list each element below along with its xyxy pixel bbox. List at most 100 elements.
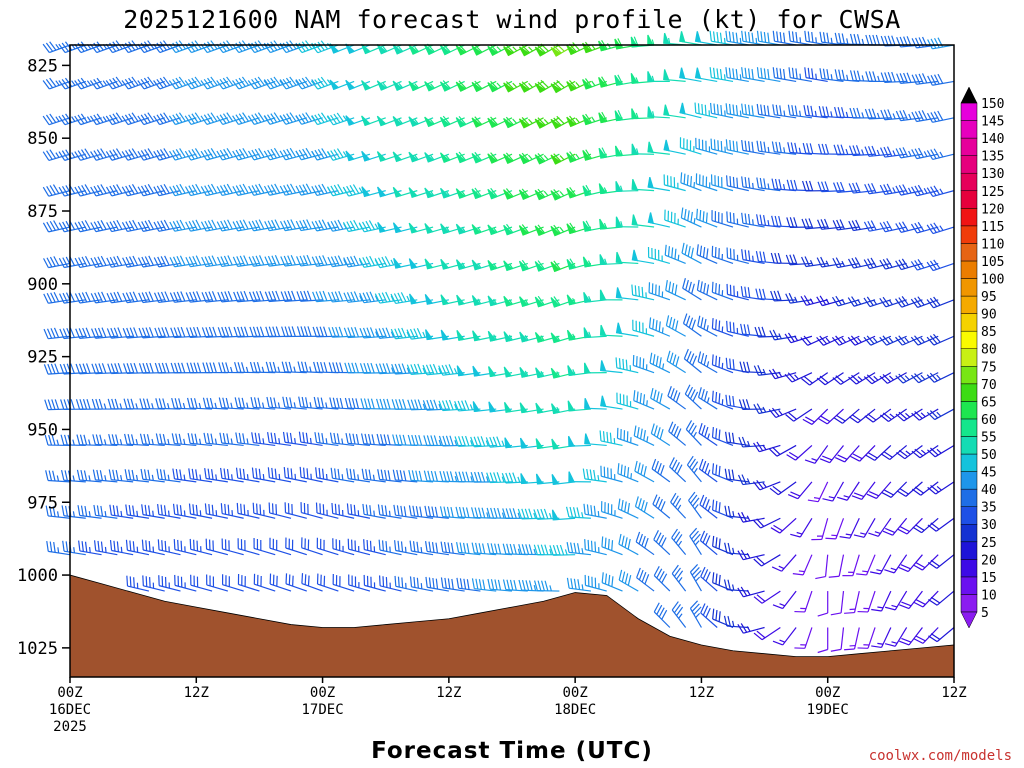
barb-full (883, 109, 889, 120)
barb-full (390, 293, 397, 304)
wind-barb-757 (787, 104, 813, 119)
wind-barb-610 (648, 317, 671, 337)
barb-full (688, 422, 695, 433)
barb-full (147, 76, 155, 86)
wind-barb-661 (697, 315, 718, 337)
barb-full (688, 317, 694, 328)
barb-full (100, 541, 104, 553)
barb-staff (680, 147, 702, 155)
barb-full (438, 435, 444, 447)
barb-full (658, 570, 665, 581)
barb-full (850, 335, 859, 345)
barb-full (777, 252, 782, 264)
barb-half (230, 402, 233, 409)
wind-barb-881 (895, 296, 923, 308)
barb-staff (332, 548, 355, 556)
barb-full (422, 364, 428, 376)
barb-full (559, 544, 565, 556)
barb-full (912, 526, 922, 534)
barb-half (739, 37, 742, 44)
barb-full (179, 219, 186, 230)
wind-barb-125 (168, 112, 197, 126)
barb-full (891, 35, 896, 46)
barb-full (881, 492, 892, 498)
barb-full (406, 364, 412, 375)
barb-full (220, 291, 226, 302)
barb-staff (664, 219, 686, 228)
barb-full (724, 468, 728, 480)
barb-full (424, 541, 428, 552)
barb-flag (424, 258, 434, 270)
barb-full (896, 73, 902, 84)
barb-full (741, 436, 747, 447)
barb-full (823, 218, 830, 229)
barb-full (302, 432, 305, 443)
barb-full (336, 397, 340, 409)
barb-full (727, 505, 731, 517)
barb-full (456, 542, 460, 553)
barb-full (310, 115, 318, 125)
barb-half (782, 183, 786, 190)
barb-full (353, 219, 360, 230)
barb-full (367, 398, 372, 409)
wind-barb-71 (108, 434, 134, 447)
barb-staff (742, 444, 765, 448)
barb-full (334, 220, 340, 231)
wind-barb-763 (784, 332, 813, 344)
barb-staff (821, 518, 829, 540)
barb-full (312, 291, 317, 302)
barb-full (239, 468, 242, 479)
barb-full (899, 640, 910, 646)
barb-full (636, 391, 639, 403)
barb-full (236, 291, 242, 302)
barb-full (577, 579, 581, 590)
barb-full (868, 71, 873, 82)
barb-staff (317, 117, 339, 126)
barb-full (148, 505, 151, 516)
barb-half (183, 438, 186, 445)
wind-barb-147 (186, 326, 213, 339)
barb-full (640, 500, 645, 511)
wind-barb-138 (174, 574, 197, 592)
barb-full (913, 564, 923, 571)
barb-staff (881, 627, 892, 648)
barb-full (280, 256, 286, 267)
barb-full (601, 76, 608, 86)
barb-full (362, 257, 369, 267)
barb-full (328, 327, 333, 338)
barb-flag (424, 44, 435, 56)
barb-full (825, 143, 830, 155)
wind-barb-519 (551, 474, 576, 485)
barb-full (895, 110, 902, 121)
barb-full (412, 505, 416, 517)
barb-full (105, 151, 113, 161)
barb-half (104, 546, 107, 553)
barb-full (782, 68, 786, 80)
barb-full (58, 115, 66, 125)
barb-full (756, 594, 766, 602)
barb-full (911, 450, 921, 459)
barb-full (886, 183, 893, 194)
barb-staff (635, 505, 655, 519)
wind-barb-55 (91, 398, 118, 410)
barb-full (474, 507, 479, 518)
barb-full (715, 573, 718, 585)
barb-staff (285, 583, 307, 592)
barb-full (712, 31, 716, 42)
barb-half (815, 37, 817, 44)
barb-full (801, 218, 807, 229)
barb-full (518, 579, 523, 591)
barb-staff (711, 76, 734, 82)
barb-flag (647, 71, 654, 82)
barb-full (90, 293, 97, 304)
barb-full (251, 432, 254, 443)
wind-barb-295 (330, 467, 355, 483)
barb-full (255, 291, 261, 302)
barb-half (493, 334, 497, 340)
barb-full (46, 186, 53, 196)
barb-full (899, 147, 905, 158)
barb-full (271, 219, 277, 230)
barb-full (772, 104, 775, 115)
barb-full (742, 361, 747, 373)
wind-barb-593 (631, 284, 655, 301)
